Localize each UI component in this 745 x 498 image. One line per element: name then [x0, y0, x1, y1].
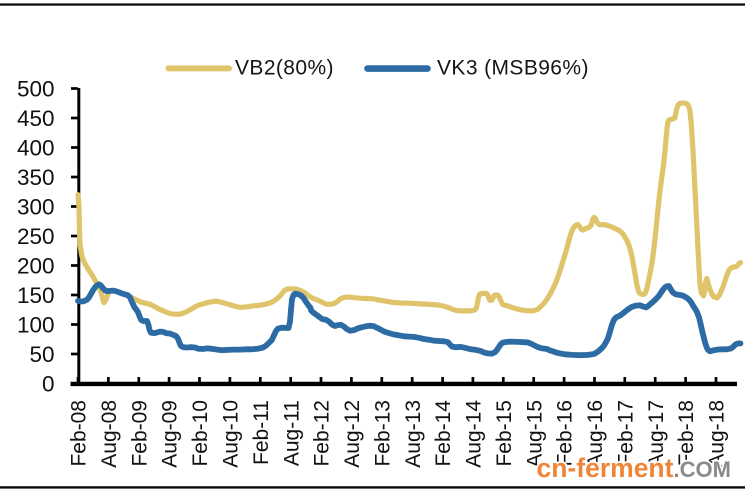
svg-text:Feb-15: Feb-15	[493, 400, 516, 467]
svg-text:Aug-08: Aug-08	[98, 400, 121, 468]
svg-text:400: 400	[17, 136, 55, 161]
svg-text:Feb-18: Feb-18	[675, 400, 698, 467]
svg-text:150: 150	[17, 283, 55, 308]
svg-text:Aug-09: Aug-09	[159, 400, 182, 468]
svg-text:Feb-10: Feb-10	[189, 400, 212, 467]
svg-text:Aug-18: Aug-18	[706, 400, 729, 468]
svg-text:Feb-09: Feb-09	[128, 400, 151, 467]
svg-text:Feb-17: Feb-17	[614, 400, 637, 467]
svg-text:Feb-14: Feb-14	[432, 400, 455, 467]
svg-text:Feb-12: Feb-12	[311, 400, 334, 467]
svg-text:Aug-13: Aug-13	[402, 400, 425, 468]
svg-text:Feb-16: Feb-16	[554, 400, 577, 467]
svg-text:250: 250	[17, 224, 55, 249]
svg-text:300: 300	[17, 195, 55, 220]
svg-text:VK3 (MSB96%): VK3 (MSB96%)	[437, 57, 589, 80]
svg-text:Aug-14: Aug-14	[463, 400, 486, 468]
svg-text:Feb-13: Feb-13	[371, 400, 394, 467]
svg-text:100: 100	[17, 313, 55, 338]
svg-text:VB2(80%): VB2(80%)	[235, 57, 334, 80]
svg-text:Aug-11: Aug-11	[280, 400, 303, 466]
svg-text:50: 50	[29, 342, 54, 367]
svg-text:500: 500	[17, 77, 55, 102]
svg-text:Feb-11: Feb-11	[250, 400, 273, 465]
svg-text:cn-ferment.COM: cn-ferment.COM	[537, 453, 731, 483]
svg-text:Aug-10: Aug-10	[220, 400, 243, 468]
svg-text:450: 450	[17, 106, 55, 131]
svg-text:Aug-17: Aug-17	[645, 400, 668, 468]
svg-text:Aug-15: Aug-15	[523, 400, 546, 468]
svg-text:Feb-08: Feb-08	[68, 400, 91, 467]
svg-text:200: 200	[17, 254, 55, 279]
svg-text:Aug-12: Aug-12	[341, 400, 364, 468]
svg-text:0: 0	[42, 372, 55, 397]
svg-text:Aug-16: Aug-16	[584, 400, 607, 468]
svg-text:350: 350	[17, 165, 55, 190]
